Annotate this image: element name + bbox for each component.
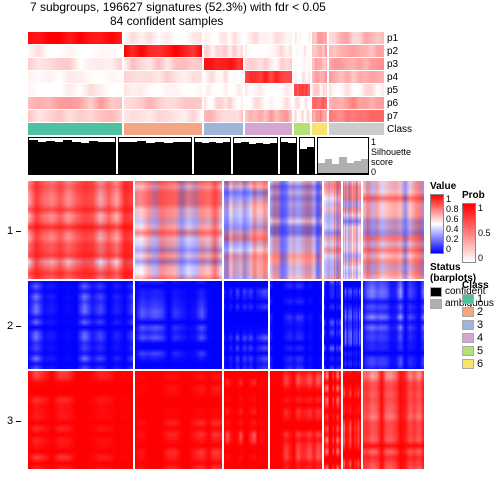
- class-track-label: Class: [384, 124, 424, 135]
- chart-title: 7 subgroups, 196627 signatures (52.3%) w…: [0, 0, 504, 14]
- legend-class-title: Class: [462, 280, 489, 291]
- annotation-tracks: p1p2p3p4p5p6p7Class1Silhouettescore0: [28, 32, 424, 177]
- prob-track-label: p3: [384, 59, 424, 70]
- prob-track-label: p2: [384, 46, 424, 57]
- legend-prob-title: Prob: [462, 190, 491, 201]
- heatmap-row-label: 1: [7, 225, 13, 237]
- heatmap-row-axis: 1 2 3: [0, 181, 28, 471]
- heatmap-row-label: 3: [7, 415, 13, 427]
- left-axis-spacer: [0, 32, 28, 177]
- prob-track-label: p4: [384, 72, 424, 83]
- chart-subtitle: 84 confident samples: [0, 14, 504, 28]
- prob-track-label: p1: [384, 33, 424, 44]
- prob-track-label: p5: [384, 85, 424, 96]
- heatmap-row-label: 2: [7, 320, 13, 332]
- heatmap: [28, 181, 424, 471]
- silhouette-label: Silhouettescore: [371, 147, 424, 167]
- prob-track-label: p7: [384, 111, 424, 122]
- legend-upper: [424, 32, 504, 177]
- prob-track-label: p6: [384, 98, 424, 109]
